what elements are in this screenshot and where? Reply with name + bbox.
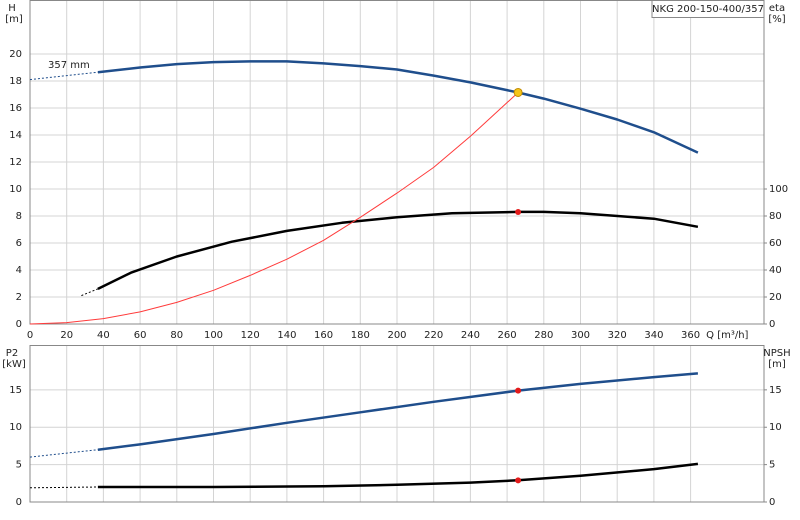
y2-axis-unit: [m] bbox=[768, 359, 786, 370]
x-tick-label: 20 bbox=[60, 330, 73, 341]
y-tick-label: 0 bbox=[16, 497, 22, 508]
y2-tick-label: 15 bbox=[769, 385, 782, 396]
chart-title: NKG 200-150-400/357 bbox=[652, 4, 764, 15]
y2-tick-label: 100 bbox=[769, 184, 788, 195]
y-axis-label: P2 bbox=[6, 348, 18, 359]
y-tick-label: 0 bbox=[16, 319, 22, 330]
y-tick-label: 16 bbox=[9, 103, 22, 114]
x-tick-label: 220 bbox=[424, 330, 443, 341]
curve bbox=[29, 449, 98, 458]
y2-tick-label: 5 bbox=[769, 460, 775, 471]
y-tick-label: 10 bbox=[9, 422, 22, 433]
y2-tick-label: 10 bbox=[769, 422, 782, 433]
duty-point bbox=[515, 387, 522, 394]
x-tick-label: 100 bbox=[204, 330, 223, 341]
title-box bbox=[651, 0, 765, 18]
curve bbox=[29, 71, 98, 81]
x-tick-label: 160 bbox=[314, 330, 333, 341]
curve bbox=[81, 288, 99, 297]
y-tick-label: 15 bbox=[9, 385, 22, 396]
curve bbox=[97, 60, 699, 154]
curve bbox=[29, 92, 519, 325]
y-tick-label: 10 bbox=[9, 184, 22, 195]
x-tick-label: 300 bbox=[571, 330, 590, 341]
y-tick-label: 6 bbox=[16, 238, 22, 249]
y2-tick-label: 40 bbox=[769, 265, 782, 276]
y2-tick-label: 0 bbox=[769, 497, 775, 508]
y-tick-label: 4 bbox=[16, 265, 22, 276]
curve bbox=[29, 486, 98, 489]
y-tick-label: 12 bbox=[9, 157, 22, 168]
x-tick-label: 320 bbox=[608, 330, 627, 341]
duty-point bbox=[515, 208, 522, 215]
x-tick-label: 280 bbox=[534, 330, 553, 341]
y-tick-label: 8 bbox=[16, 211, 22, 222]
y2-axis-label: NPSH bbox=[763, 348, 790, 359]
y2-axis-label: eta bbox=[769, 3, 785, 14]
x-tick-label: 240 bbox=[461, 330, 480, 341]
x-tick-label: 0 bbox=[27, 330, 33, 341]
x-axis-label: Q [m³/h] bbox=[706, 330, 748, 341]
x-tick-label: 120 bbox=[241, 330, 260, 341]
x-tick-label: 360 bbox=[681, 330, 700, 341]
x-tick-label: 200 bbox=[387, 330, 406, 341]
duty-point bbox=[513, 87, 523, 97]
y2-tick-label: 60 bbox=[769, 238, 782, 249]
y-tick-label: 20 bbox=[9, 49, 22, 60]
x-tick-label: 60 bbox=[134, 330, 147, 341]
plot-frame bbox=[29, 0, 765, 325]
y2-axis-unit: [%] bbox=[768, 14, 785, 25]
y-tick-label: 18 bbox=[9, 76, 22, 87]
x-tick-label: 80 bbox=[170, 330, 183, 341]
y-tick-label: 5 bbox=[16, 460, 22, 471]
x-tick-label: 180 bbox=[351, 330, 370, 341]
y-tick-label: 14 bbox=[9, 130, 22, 141]
y2-tick-label: 80 bbox=[769, 211, 782, 222]
x-tick-label: 40 bbox=[97, 330, 110, 341]
y-axis-unit: [kW] bbox=[2, 359, 26, 370]
curve bbox=[97, 372, 699, 451]
annotation: 357 mm bbox=[48, 60, 90, 71]
x-tick-label: 260 bbox=[498, 330, 517, 341]
y2-tick-label: 0 bbox=[769, 319, 775, 330]
y-tick-label: 2 bbox=[16, 292, 22, 303]
y2-tick-label: 20 bbox=[769, 292, 782, 303]
duty-point bbox=[515, 477, 522, 484]
x-tick-label: 140 bbox=[277, 330, 296, 341]
curve bbox=[97, 210, 699, 291]
x-tick-label: 340 bbox=[644, 330, 663, 341]
curve bbox=[97, 462, 699, 489]
y-axis-label: H bbox=[8, 3, 16, 14]
plot-frame bbox=[29, 345, 765, 503]
y-axis-unit: [m] bbox=[5, 14, 23, 25]
